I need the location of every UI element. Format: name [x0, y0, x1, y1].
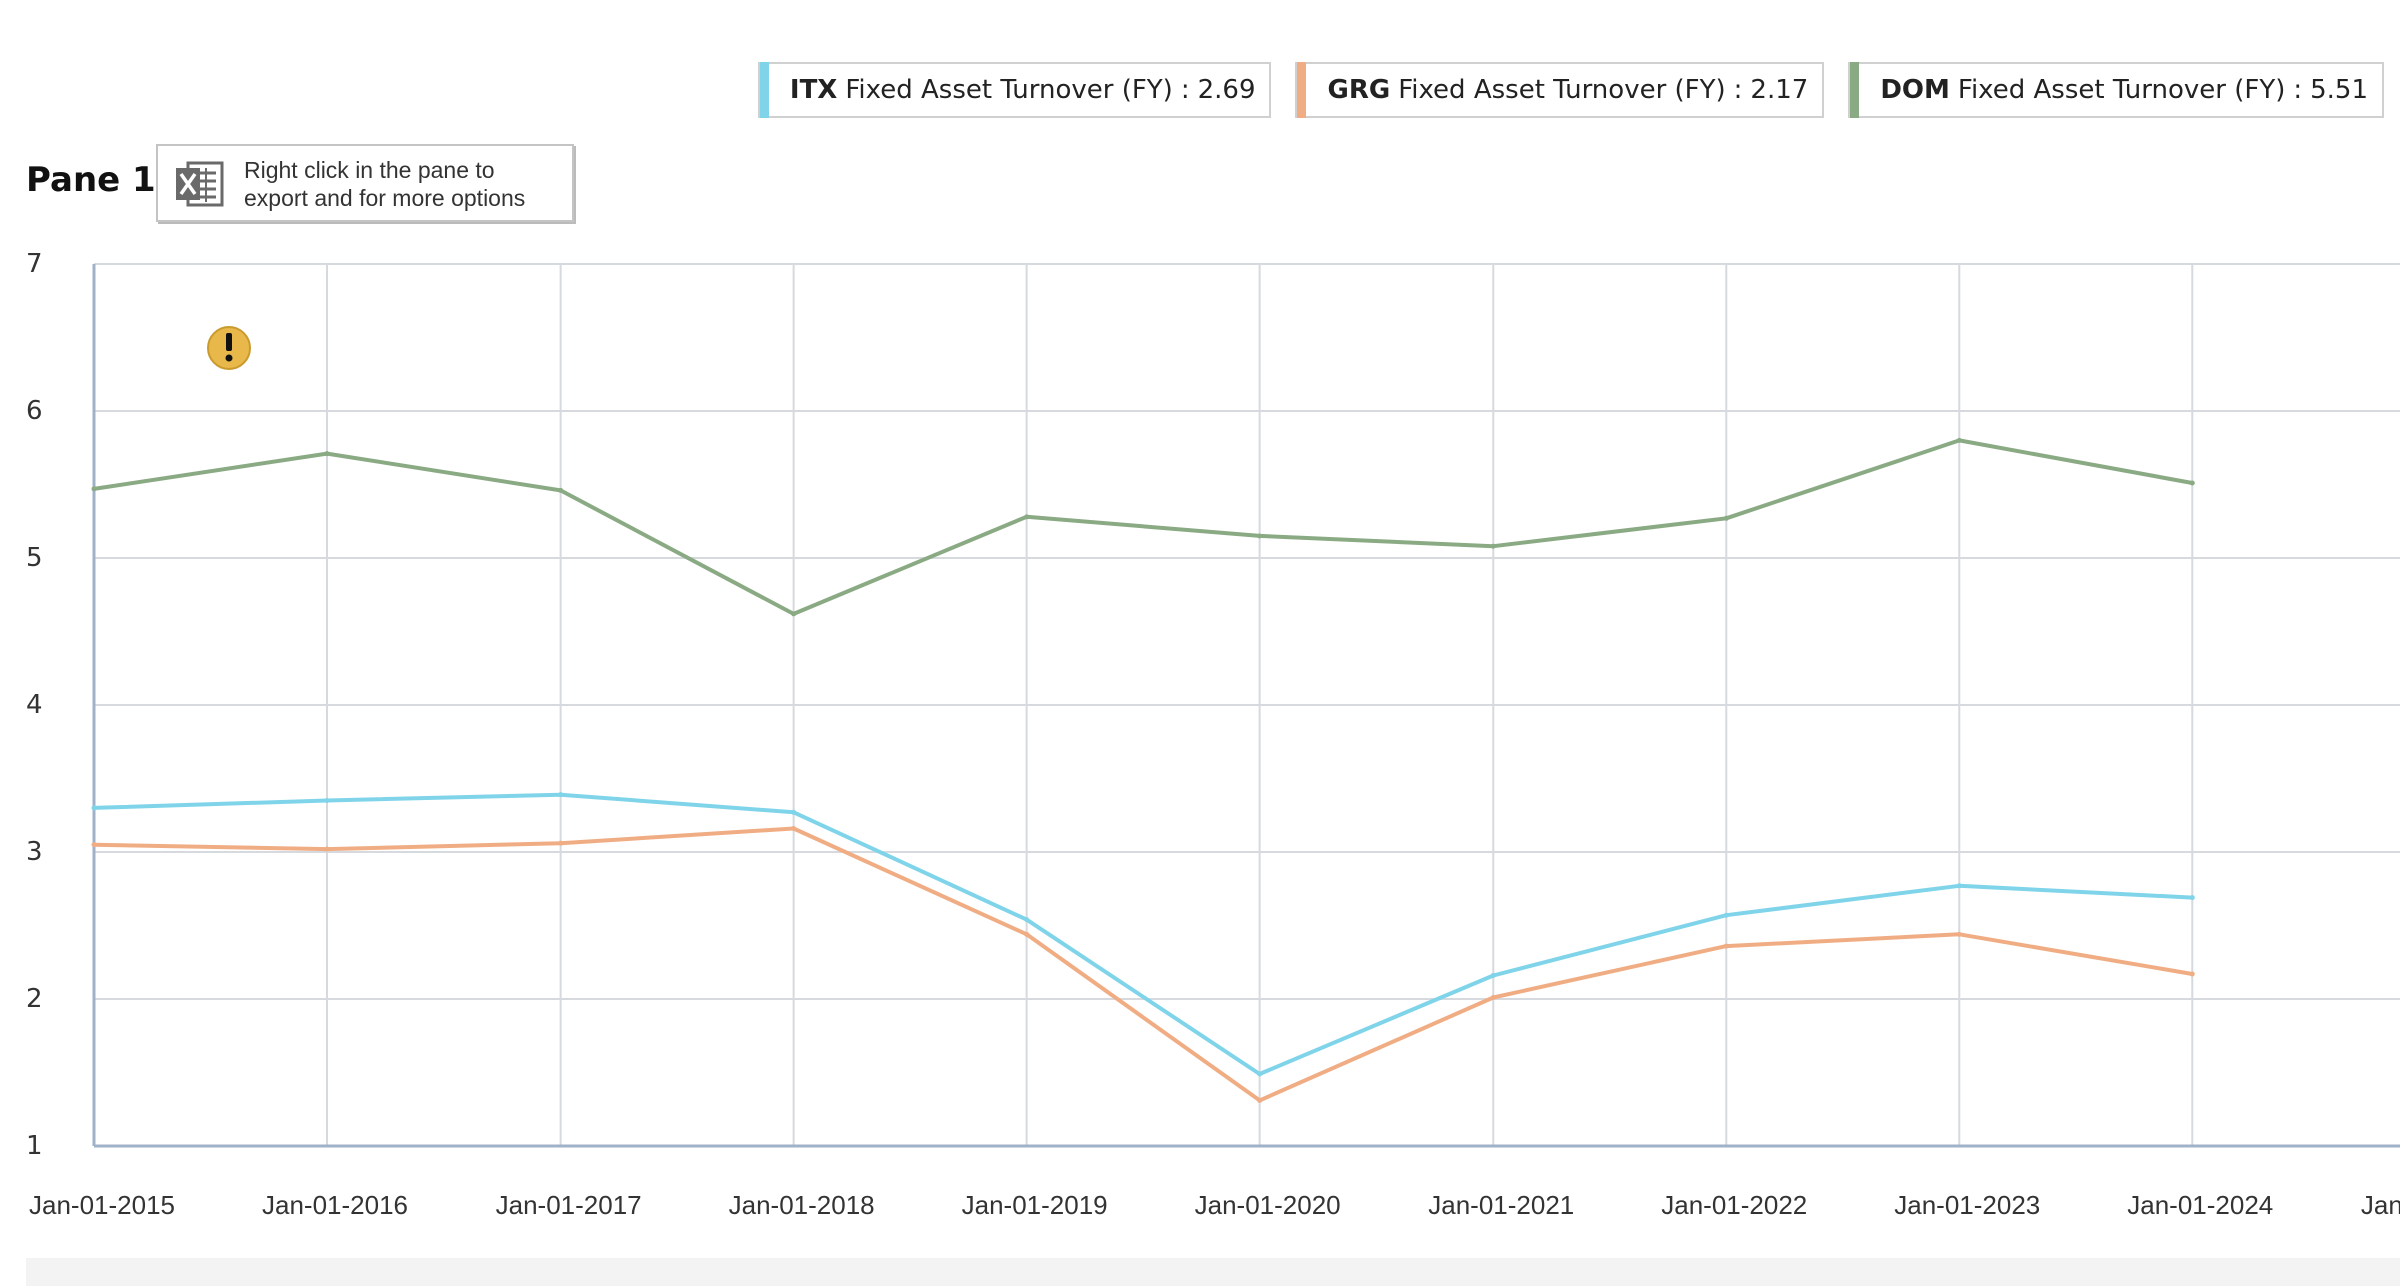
y-tick-label: 5 [26, 543, 43, 573]
data-point-itx [791, 809, 797, 815]
data-point-grg [1723, 943, 1729, 949]
legend-swatch-itx [759, 62, 769, 118]
x-tick-label: Jan-01-2022 [1661, 1190, 1807, 1220]
legend-separator: : [2293, 75, 2303, 105]
data-point-grg [1956, 931, 1962, 937]
data-point-dom [1024, 514, 1030, 520]
data-point-dom [791, 611, 797, 617]
export-hint-text: Right click in the pane to export and fo… [244, 157, 526, 211]
series-line-grg [92, 826, 2195, 1103]
legend-swatch-grg [1297, 62, 1307, 118]
legend-label: Fixed Asset Turnover (FY) [1398, 75, 1726, 105]
x-tick-label: Jan-01-2025 [2361, 1190, 2400, 1220]
legend-ticker: DOM [1880, 75, 1950, 105]
data-point-itx [558, 792, 564, 798]
legend-item-itx[interactable]: ITX Fixed Asset Turnover (FY) : 2.69 [757, 62, 1272, 118]
data-point-grg [558, 840, 564, 846]
x-tick-label: Jan-01-2016 [262, 1190, 408, 1220]
data-point-dom [91, 486, 97, 492]
y-tick-label: 1 [26, 1131, 43, 1161]
legend-ticker: ITX [789, 75, 838, 105]
legend-label: Fixed Asset Turnover (FY) [1957, 75, 2286, 105]
legend-item-grg[interactable]: GRG Fixed Asset Turnover (FY) : 2.17 [1295, 62, 1825, 118]
data-point-grg [791, 825, 797, 831]
y-tick-label: 6 [26, 396, 43, 426]
y-tick-label: 2 [26, 984, 43, 1014]
excel-icon [176, 161, 224, 207]
data-point-itx [324, 798, 330, 804]
series-line-dom [92, 438, 2195, 616]
series-layer [91, 437, 2195, 1103]
x-tick-label: Jan-01-2020 [1195, 1190, 1341, 1220]
data-point-grg [2189, 971, 2195, 977]
legend-ticker: GRG [1327, 75, 1391, 105]
legend-label: Fixed Asset Turnover (FY) [845, 75, 1173, 105]
data-point-dom [1257, 533, 1263, 539]
data-point-dom [1490, 543, 1496, 549]
data-point-itx [91, 805, 97, 811]
grid-layer [93, 263, 2400, 1147]
data-point-itx [1956, 883, 1962, 889]
x-tick-label: Jan-01-2015 [29, 1190, 175, 1220]
warning-icon[interactable] [207, 326, 251, 370]
data-point-itx [1723, 912, 1729, 918]
export-hint-box[interactable]: Right click in the pane to export and fo… [156, 144, 574, 222]
bottom-scroll-bar[interactable] [26, 1258, 2400, 1286]
x-tick-label: Jan-01-2021 [1428, 1190, 1574, 1220]
data-point-itx [1490, 972, 1496, 978]
data-point-grg [1024, 931, 1030, 937]
pane-title: Pane 1 [26, 160, 156, 200]
legend-separator: : [1180, 75, 1190, 105]
y-tick-label: 3 [26, 837, 43, 867]
y-tick-label: 7 [26, 249, 43, 279]
data-point-dom [558, 487, 564, 493]
x-tick-label: Jan-01-2023 [1894, 1190, 2040, 1220]
data-point-itx [1024, 917, 1030, 923]
x-tick-label: Jan-01-2018 [729, 1190, 875, 1220]
data-point-dom [324, 451, 330, 457]
series-line-itx [92, 792, 2195, 1076]
data-point-grg [1257, 1097, 1263, 1103]
data-point-itx [1257, 1071, 1263, 1077]
legend-swatch-dom [1850, 62, 1860, 118]
legend-item-dom[interactable]: DOM Fixed Asset Turnover (FY) : 5.51 [1848, 62, 2384, 118]
data-point-dom [1956, 437, 1962, 443]
chart-legend: ITX Fixed Asset Turnover (FY) : 2.69 GRG… [757, 62, 2384, 118]
legend-value: 2.17 [1750, 75, 1809, 105]
data-point-grg [324, 846, 330, 852]
data-point-dom [1723, 515, 1729, 521]
data-point-grg [91, 842, 97, 848]
x-tick-label: Jan-01-2024 [2127, 1190, 2273, 1220]
data-point-dom [2189, 480, 2195, 486]
legend-value: 2.69 [1197, 75, 1256, 105]
axis-layer: 1 2 3 4 5 6 7 Jan-01-2015 Jan-01-2016 Jan-01-2017… [26, 249, 2400, 1220]
x-tick-label: Jan-01-2019 [962, 1190, 1108, 1220]
legend-value: 5.51 [2310, 75, 2368, 105]
data-point-itx [2189, 895, 2195, 901]
legend-separator: : [1733, 75, 1743, 105]
data-point-grg [1490, 995, 1496, 1001]
y-tick-label: 4 [26, 690, 43, 720]
x-tick-label: Jan-01-2017 [496, 1190, 642, 1220]
